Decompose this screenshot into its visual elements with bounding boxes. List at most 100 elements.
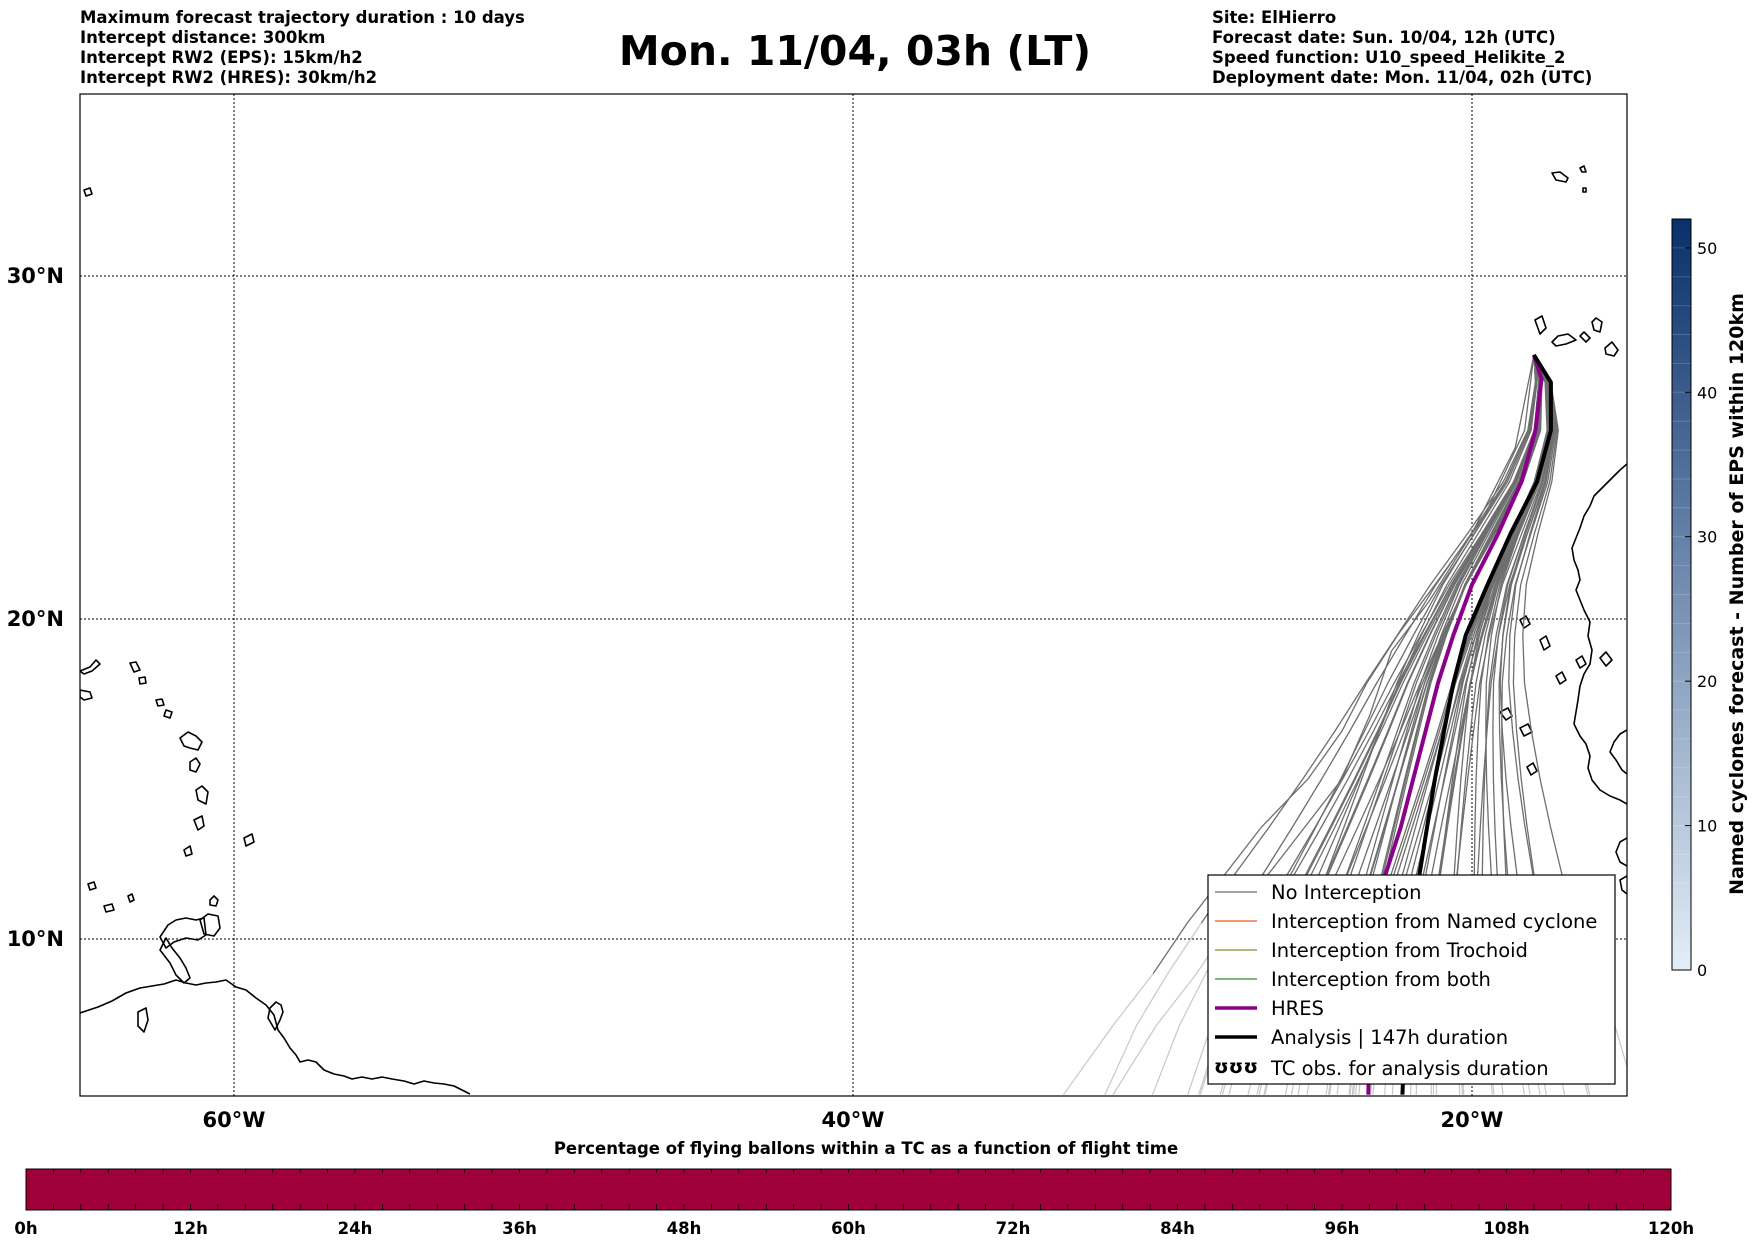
coast-guinea bbox=[1615, 837, 1627, 867]
lat-label-10n: 10°N bbox=[7, 927, 64, 951]
coast-margarita bbox=[137, 1007, 149, 1033]
timeline-tick-label: 0h bbox=[14, 1219, 37, 1238]
header-max-duration: Maximum forecast trajectory duration : 1… bbox=[80, 8, 525, 27]
colorbar-bands bbox=[1672, 247, 1691, 942]
longitude-labels: 60°W 40°W 20°W bbox=[203, 1108, 1504, 1132]
ensemble-track-upper bbox=[1453, 354, 1548, 924]
coast-bermuda bbox=[83, 187, 93, 197]
coast-cape-verde-h bbox=[1526, 762, 1538, 776]
header-intercept-distance: Intercept distance: 300km bbox=[80, 28, 326, 47]
colorbar-tick-label: 30 bbox=[1697, 528, 1717, 547]
map-frame bbox=[79, 93, 1628, 1097]
coast-africa-west bbox=[1571, 463, 1627, 805]
timeline-tick-label: 96h bbox=[1325, 1219, 1360, 1238]
page-title: Mon. 11/04, 03h (LT) bbox=[618, 27, 1092, 75]
legend-label-named-cyclone: Interception from Named cyclone bbox=[1271, 910, 1597, 933]
coast-virgin-islands bbox=[129, 661, 141, 673]
latitude-labels: 30°N 20°N 10°N bbox=[7, 264, 64, 951]
coast-desertas bbox=[1582, 187, 1587, 193]
header-left-info: Maximum forecast trajectory duration : 1… bbox=[80, 8, 525, 88]
ensemble-track-upper bbox=[1299, 354, 1538, 924]
colorbar-frame bbox=[1671, 218, 1692, 971]
timeline-bar bbox=[26, 1169, 1671, 1210]
header-site: Site: ElHierro bbox=[1212, 8, 1337, 27]
header-speed-function: Speed function: U10_speed_Helikite_2 bbox=[1212, 48, 1566, 67]
coast-trinidad bbox=[199, 913, 221, 937]
coast-la-palma bbox=[1534, 315, 1547, 335]
legend-label-analysis: Analysis | 147h duration bbox=[1271, 1026, 1508, 1049]
colorbar-tick-label: 40 bbox=[1697, 383, 1717, 402]
coast-cape-verde-b bbox=[1539, 635, 1551, 651]
lon-label-60w: 60°W bbox=[203, 1108, 266, 1132]
coast-guadeloupe bbox=[179, 731, 203, 751]
timeline-title: Percentage of flying ballons within a TC… bbox=[554, 1139, 1178, 1158]
timeline-tick-label: 108h bbox=[1483, 1219, 1529, 1238]
legend-swatch-tc-obs: ʊʊʊ bbox=[1214, 1056, 1258, 1078]
ensemble-track-upper bbox=[1512, 354, 1558, 924]
coast-aruba bbox=[87, 881, 97, 891]
colorbar-ticks: 0 10 20 30 40 50 bbox=[1685, 239, 1717, 980]
header-right-info: Site: ElHierro Forecast date: Sun. 10/04… bbox=[1212, 8, 1592, 88]
colorbar-title: Named cyclones forecast - Number of EPS … bbox=[1726, 293, 1748, 895]
timeline-frame bbox=[25, 1168, 1672, 1211]
colorbar-tick-label: 50 bbox=[1697, 239, 1717, 258]
legend-label-no-interception: No Interception bbox=[1271, 881, 1422, 904]
coast-south-america-north bbox=[80, 979, 471, 1095]
header-intercept-eps: Intercept RW2 (EPS): 15km/h2 bbox=[80, 48, 363, 67]
coast-gulf-paria bbox=[267, 1001, 284, 1031]
timeline-tick-labels: 0h 12h 24h 36h 48h 60h 72h 84h 96h 108h 120h bbox=[14, 1219, 1694, 1238]
coast-bonaire bbox=[127, 893, 135, 903]
coast-paraguana bbox=[159, 917, 207, 949]
coast-tobago bbox=[209, 895, 219, 907]
lat-label-30n: 30°N bbox=[7, 264, 64, 288]
coast-martinique bbox=[189, 757, 201, 773]
coast-porto-santo bbox=[1579, 165, 1587, 173]
ensemble-track-upper bbox=[1357, 354, 1541, 924]
coast-gulf-venezuela bbox=[159, 937, 191, 984]
coast-madeira bbox=[1551, 171, 1569, 183]
map-graticule bbox=[80, 94, 1627, 1096]
ensemble-track-upper bbox=[1522, 354, 1579, 924]
header-deployment-date: Deployment date: Mon. 11/04, 02h (UTC) bbox=[1212, 68, 1593, 87]
coast-cape-verde-d bbox=[1575, 655, 1587, 669]
legend-label-hres: HRES bbox=[1271, 997, 1324, 1020]
coast-st-lucia bbox=[195, 785, 209, 805]
ensemble-track-upper bbox=[1377, 354, 1550, 924]
timeline-tick-label: 120h bbox=[1648, 1219, 1694, 1238]
legend-label-trochoid: Interception from Trochoid bbox=[1271, 939, 1528, 962]
timeline-minor-ticks bbox=[53, 1169, 1644, 1210]
coast-island-c bbox=[163, 709, 173, 719]
timeline-tick-label: 36h bbox=[502, 1219, 537, 1238]
coast-tenerife bbox=[1551, 333, 1577, 347]
coast-puerto-rico bbox=[80, 659, 101, 675]
timeline-tick-label: 12h bbox=[173, 1219, 208, 1238]
colorbar-gradient bbox=[1672, 219, 1691, 970]
coast-cape-verde-g bbox=[1599, 651, 1613, 667]
timeline-tick-label: 84h bbox=[1160, 1219, 1195, 1238]
legend-label-both: Interception from both bbox=[1271, 968, 1491, 991]
ensemble-track-upper bbox=[1481, 354, 1554, 924]
lon-label-20w: 20°W bbox=[1441, 1108, 1504, 1132]
ensemble-track-west-b bbox=[1230, 354, 1535, 924]
ensemble-track-upper bbox=[1343, 354, 1542, 924]
map-legend: ʊʊʊ No Interception Interception from Na… bbox=[1207, 874, 1616, 1085]
ensemble-track-upper bbox=[1498, 354, 1555, 924]
timeline-tick-label: 60h bbox=[831, 1219, 866, 1238]
coast-curacao bbox=[103, 903, 115, 913]
coast-grenada bbox=[183, 845, 193, 857]
ensemble-track-upper bbox=[1266, 354, 1538, 924]
coast-sierra-leone bbox=[1619, 875, 1627, 895]
coast-island-w bbox=[80, 689, 93, 701]
legend-label-tc-obs: TC obs. for analysis duration bbox=[1270, 1057, 1549, 1080]
coast-cape-verde-c bbox=[1555, 671, 1567, 685]
ensemble-track-upper bbox=[1233, 354, 1537, 924]
colorbar-tick-label: 0 bbox=[1697, 961, 1707, 980]
header-forecast-date: Forecast date: Sun. 10/04, 12h (UTC) bbox=[1212, 28, 1556, 47]
coast-lanzarote bbox=[1591, 317, 1603, 333]
coast-gomera bbox=[1579, 331, 1591, 343]
flight-time-bar: Percentage of flying ballons within a TC… bbox=[14, 1139, 1694, 1238]
coast-st-vincent bbox=[193, 815, 205, 831]
coast-barbados bbox=[243, 833, 255, 847]
timeline-tick-label: 72h bbox=[996, 1219, 1031, 1238]
